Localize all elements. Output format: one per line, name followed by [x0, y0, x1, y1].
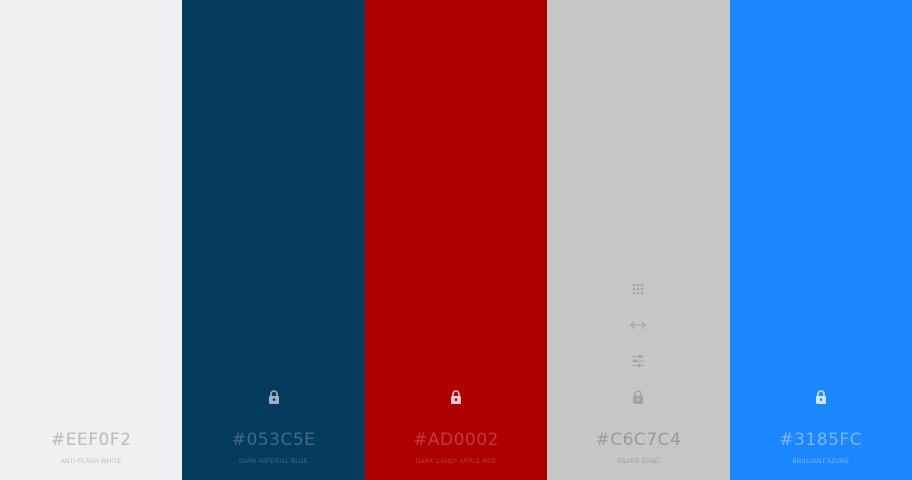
color-swatch-dark-candy-apple-red[interactable]: #AD0002 DARK CANDY APPLE RED [364, 0, 548, 480]
color-swatch-silver-sand[interactable]: #C6C7C4 SILVER SAND [547, 0, 730, 480]
lock-icon[interactable] [445, 386, 467, 408]
color-name: ANTI-FLASH WHITE [60, 459, 122, 465]
drag-handle-grid-icon[interactable] [627, 278, 649, 300]
hex-code[interactable]: #053C5E [231, 430, 316, 450]
left-right-arrow-icon[interactable] [627, 314, 649, 336]
swatch-tools [365, 386, 547, 408]
color-name: DARK CANDY APPLE RED [415, 459, 497, 465]
hex-code[interactable]: #AD0002 [413, 430, 499, 450]
hex-code[interactable]: #C6C7C4 [595, 430, 682, 450]
swatch-tools [547, 278, 729, 408]
lock-icon[interactable] [810, 386, 832, 408]
lock-icon[interactable] [263, 386, 285, 408]
swatch-tools [730, 386, 912, 408]
color-name: DARK IMPERIAL BLUE [239, 459, 309, 465]
sliders-adjust-icon[interactable] [627, 350, 649, 372]
color-swatch-dark-imperial-blue[interactable]: #053C5E DARK IMPERIAL BLUE [182, 0, 365, 480]
lock-icon[interactable] [627, 386, 649, 408]
swatch-tools [182, 386, 364, 408]
color-name: BRILLIANT AZURE [792, 459, 849, 465]
color-swatch-brilliant-azure[interactable]: #3185FC BRILLIANT AZURE [729, 0, 912, 480]
hex-code[interactable]: #3185FC [779, 430, 863, 450]
hex-code[interactable]: #EEF0F2 [50, 430, 132, 450]
color-name: SILVER SAND [617, 459, 660, 465]
color-swatch-anti-flash-white[interactable]: #EEF0F2 ANTI-FLASH WHITE [0, 0, 183, 480]
